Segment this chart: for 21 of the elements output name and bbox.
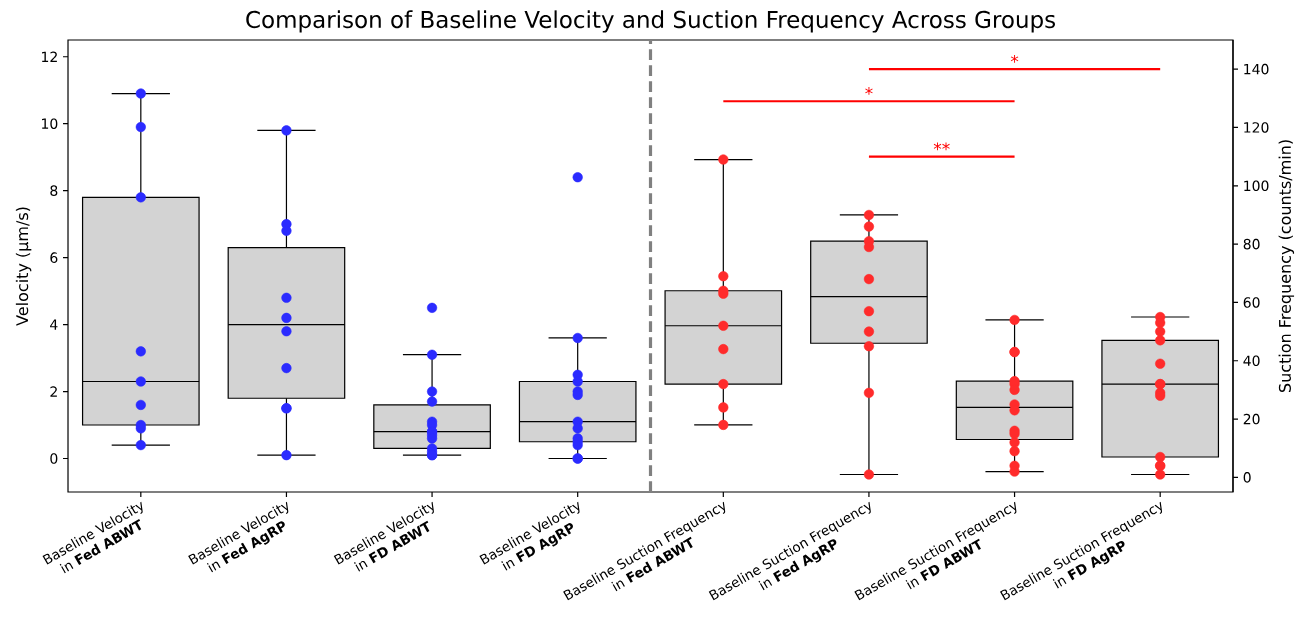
y2-tick-label: 120	[1244, 122, 1269, 133]
y-tick-label: 2	[50, 386, 57, 397]
y-tick-label: 10	[42, 118, 58, 129]
y2-tick-label: 60	[1243, 297, 1260, 308]
y-tick-label: 6	[50, 252, 58, 263]
y-axis-title: Velocity (µm/s)	[15, 207, 32, 326]
y-tick-label: 12	[42, 51, 57, 62]
y-tick-label: 4	[50, 319, 58, 330]
chart-title: Comparison of Baseline Velocity and Suction Frequency Across Groups	[246, 10, 1055, 33]
y2-tick-label: 20	[1243, 413, 1260, 425]
annotation: *	[1010, 54, 1019, 63]
y-tick-label: 8	[50, 185, 58, 196]
y2-tick-label: 140	[1244, 63, 1269, 75]
y2-tick-label: 0	[1243, 472, 1251, 483]
y2-tick-label: 40	[1243, 355, 1260, 367]
y2-axis-title: Suction Frequency (counts/min)	[1278, 140, 1295, 392]
annotation: *	[865, 87, 873, 95]
y2-tick-label: 80	[1243, 238, 1260, 250]
annotation: **	[933, 142, 950, 151]
y2-tick-label: 100	[1244, 180, 1269, 192]
y-tick-label: 0	[50, 453, 58, 464]
